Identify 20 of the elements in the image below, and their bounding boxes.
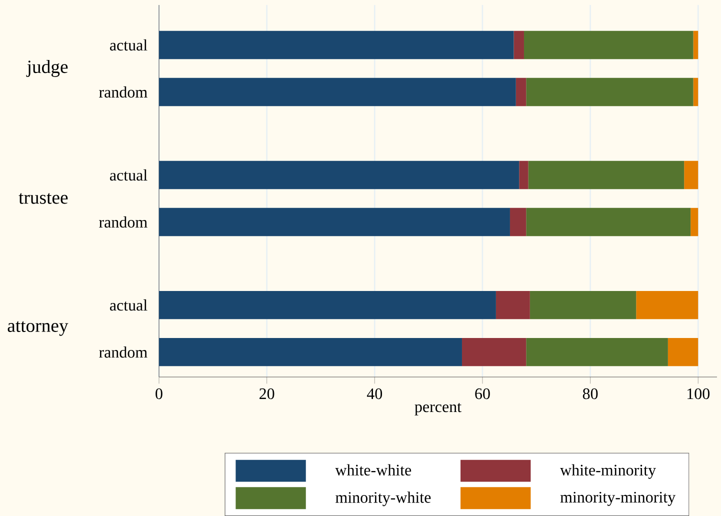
y-tick-label: actual (110, 39, 148, 51)
legend-label: white-minority (560, 464, 656, 479)
x-tick-label: 80 (582, 388, 598, 400)
y-tick-label: actual (110, 299, 148, 311)
y-tick-label: random (99, 86, 148, 98)
x-tick-label: 20 (260, 388, 274, 400)
legend-label: white-white (335, 464, 412, 476)
y-tick-label: random (99, 346, 148, 358)
text: judge (26, 60, 68, 77)
x-axis-title: percent (414, 402, 462, 416)
x-tick-label: 60 (475, 388, 490, 400)
legend-label: minority-minority (560, 492, 676, 506)
y-tick-label: random (99, 216, 148, 228)
x-tick-label: 0 (156, 388, 162, 400)
x-tick-label: 100 (688, 388, 710, 400)
text: trustee (18, 193, 68, 204)
legend-label: minority-white (336, 492, 431, 506)
y-tick-label: actual (110, 169, 148, 181)
text: attorney (8, 321, 68, 336)
x-tick-label: 40 (366, 388, 382, 400)
